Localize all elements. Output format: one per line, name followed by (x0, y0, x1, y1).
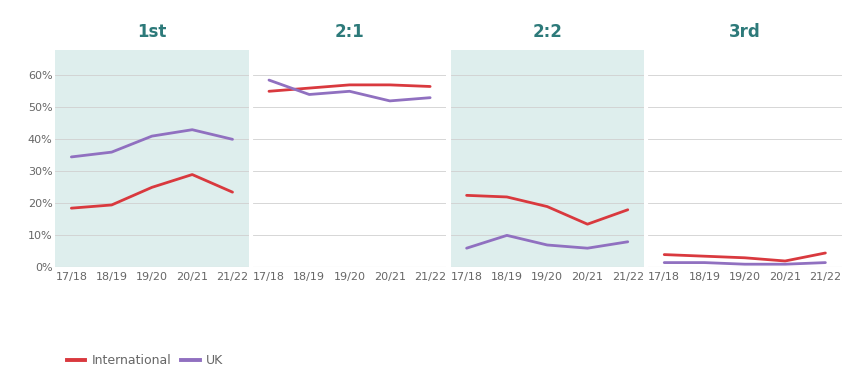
Legend: International, UK: International, UK (61, 349, 229, 372)
Text: 1st: 1st (137, 23, 167, 41)
Text: 2:2: 2:2 (532, 23, 562, 41)
Text: 3rd: 3rd (729, 23, 761, 41)
Text: 2:1: 2:1 (335, 23, 365, 41)
